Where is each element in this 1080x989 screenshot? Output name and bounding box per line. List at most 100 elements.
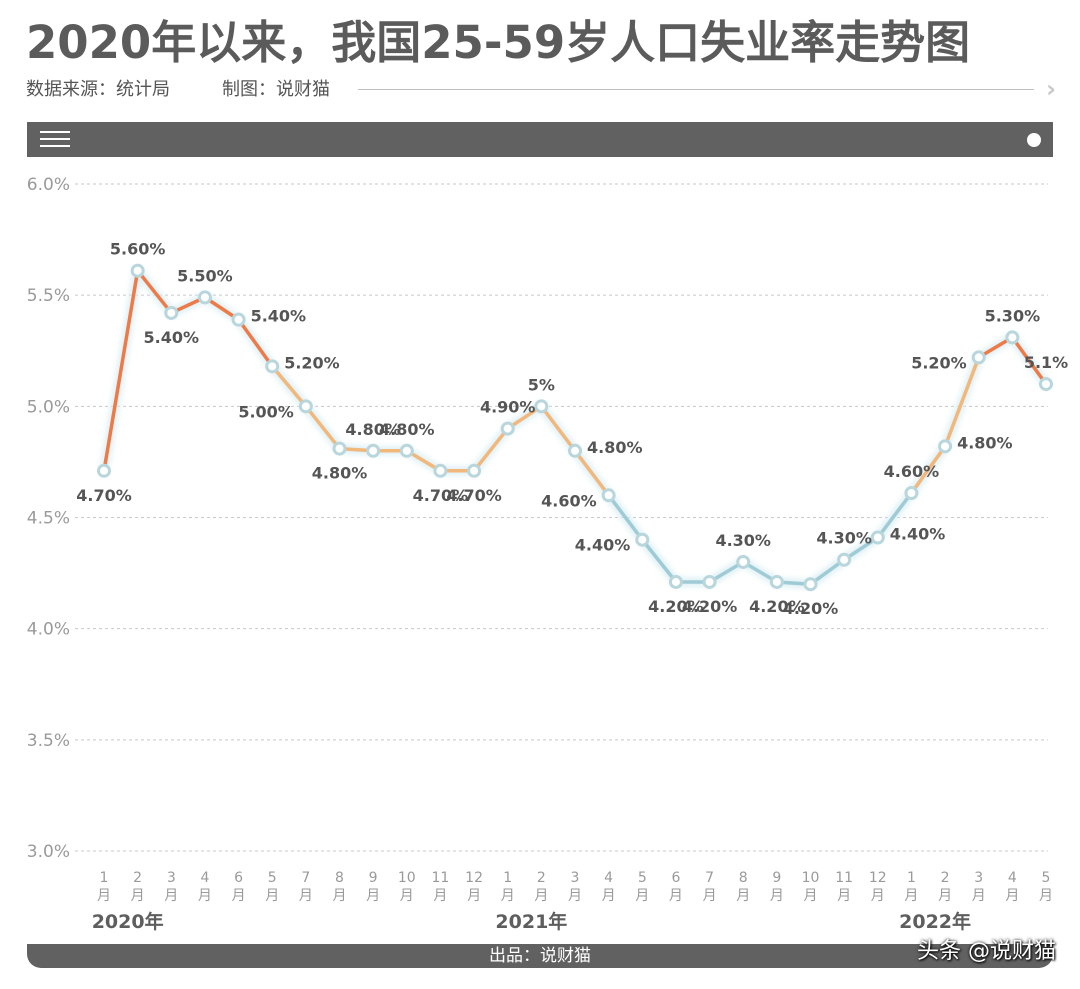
x-tick-label-unit: 月 — [602, 888, 616, 904]
data-point — [971, 350, 986, 365]
x-tick-label: 9 — [772, 870, 781, 886]
data-label: 4.20% — [783, 599, 839, 618]
data-label: 4.80% — [345, 420, 401, 439]
page-title: 2020年以来，我国25-59岁人口失业率走势图 — [26, 16, 971, 69]
data-point — [769, 574, 784, 589]
data-point — [231, 312, 246, 327]
series-line-segment — [102, 268, 140, 473]
x-tick-label: 4 — [604, 870, 613, 886]
data-label: 4.70% — [446, 486, 502, 505]
watermark: 头条 @说财猫 — [917, 939, 1056, 964]
x-tick-label-unit: 月 — [400, 888, 414, 904]
data-label: 4.30% — [816, 529, 872, 548]
x-tick-label-unit: 月 — [366, 888, 380, 904]
series-line-segment — [304, 404, 342, 451]
x-tick-label: 10 — [398, 870, 416, 886]
x-tick-label-unit: 月 — [804, 888, 818, 904]
x-tick-label: 8 — [739, 870, 748, 886]
x-tick-label: 5 — [638, 870, 647, 886]
y-tick-label: 5.5% — [27, 286, 70, 306]
x-tick-label-unit: 月 — [938, 888, 952, 904]
x-tick-label: 12 — [465, 870, 483, 886]
data-point — [97, 463, 111, 478]
data-label: 5.20% — [284, 353, 340, 372]
y-tick-label: 3.0% — [27, 842, 70, 862]
x-tick-label: 1 — [100, 870, 109, 886]
data-point — [164, 305, 179, 320]
y-tick-label: 6.0% — [27, 175, 70, 195]
x-tick-label: 4 — [1008, 870, 1017, 886]
x-tick-label: 5 — [1042, 870, 1051, 886]
data-point — [433, 463, 448, 478]
data-label: 5% — [528, 375, 555, 394]
y-tick-label: 3.5% — [27, 731, 70, 751]
data-point — [870, 530, 885, 545]
data-label: 4.80% — [587, 438, 643, 457]
x-tick-label-unit: 月 — [736, 888, 750, 904]
data-label: 5.00% — [238, 402, 294, 421]
x-tick-label: 10 — [802, 870, 820, 886]
x-tick-label: 9 — [369, 870, 378, 886]
x-tick-label: 2 — [133, 870, 142, 886]
series-line-segment — [606, 493, 645, 542]
series-line-segment — [1010, 335, 1048, 386]
x-tick-label-unit: 月 — [433, 888, 447, 904]
x-tick-label: 8 — [335, 870, 344, 886]
x-tick-label-unit: 月 — [837, 888, 851, 904]
data-label: 5.1% — [1024, 353, 1068, 372]
x-tick-label-unit: 月 — [635, 888, 649, 904]
series-line-segment — [539, 404, 577, 453]
data-label: 4.40% — [890, 525, 946, 544]
x-tick-label-unit: 月 — [871, 888, 885, 904]
x-tick-label-unit: 月 — [97, 888, 111, 904]
x-tick-label: 7 — [301, 870, 310, 886]
x-tick-label: 12 — [869, 870, 887, 886]
series-line-segment — [640, 537, 678, 584]
data-label: 4.20% — [648, 597, 704, 616]
x-tick-label-unit: 月 — [568, 888, 582, 904]
series-line-segment — [135, 268, 174, 315]
data-point — [298, 399, 313, 414]
data-label: 4.30% — [715, 531, 771, 550]
x-tick-label: 1 — [907, 870, 916, 886]
data-point — [803, 577, 818, 592]
data-point — [601, 488, 616, 503]
chevron-right-icon: › — [1046, 75, 1056, 103]
data-point — [568, 443, 582, 458]
series-line-segment — [943, 355, 981, 449]
data-label: 4.80% — [379, 420, 435, 439]
x-tick-label: 5 — [268, 870, 277, 886]
x-tick-label: 1 — [503, 870, 512, 886]
x-tick-label-unit: 月 — [534, 888, 548, 904]
x-tick-label-unit: 月 — [232, 888, 246, 904]
x-tick-label: 11 — [432, 870, 450, 886]
data-label: 4.80% — [312, 464, 368, 483]
data-point — [1005, 330, 1020, 345]
data-point — [500, 421, 515, 436]
x-tick-label-unit: 月 — [972, 888, 986, 904]
data-label: 5.40% — [144, 328, 200, 347]
x-tick-label-unit: 月 — [299, 888, 313, 904]
data-point — [534, 399, 549, 414]
x-tick-label-unit: 月 — [1039, 888, 1053, 904]
data-point — [399, 443, 414, 458]
x-tick-label: 3 — [571, 870, 580, 886]
data-point — [197, 290, 212, 305]
series-line-segment — [472, 426, 510, 473]
x-tick-label: 3 — [974, 870, 983, 886]
data-source: 数据来源：统计局 — [26, 79, 170, 100]
data-label: 4.20% — [749, 597, 805, 616]
data-label: 4.90% — [480, 398, 536, 417]
data-label: 4.60% — [884, 462, 940, 481]
menu-icon[interactable] — [40, 131, 70, 149]
x-tick-label-unit: 月 — [770, 888, 784, 904]
data-label: 4.20% — [682, 597, 738, 616]
data-point — [668, 574, 683, 589]
data-point — [265, 359, 280, 374]
data-label: 4.40% — [575, 536, 631, 555]
dot-icon — [1027, 133, 1041, 147]
x-tick-label-unit: 月 — [904, 888, 918, 904]
x-tick-label: 6 — [671, 870, 680, 886]
x-tick-label-unit: 月 — [467, 888, 481, 904]
data-point — [366, 443, 381, 458]
